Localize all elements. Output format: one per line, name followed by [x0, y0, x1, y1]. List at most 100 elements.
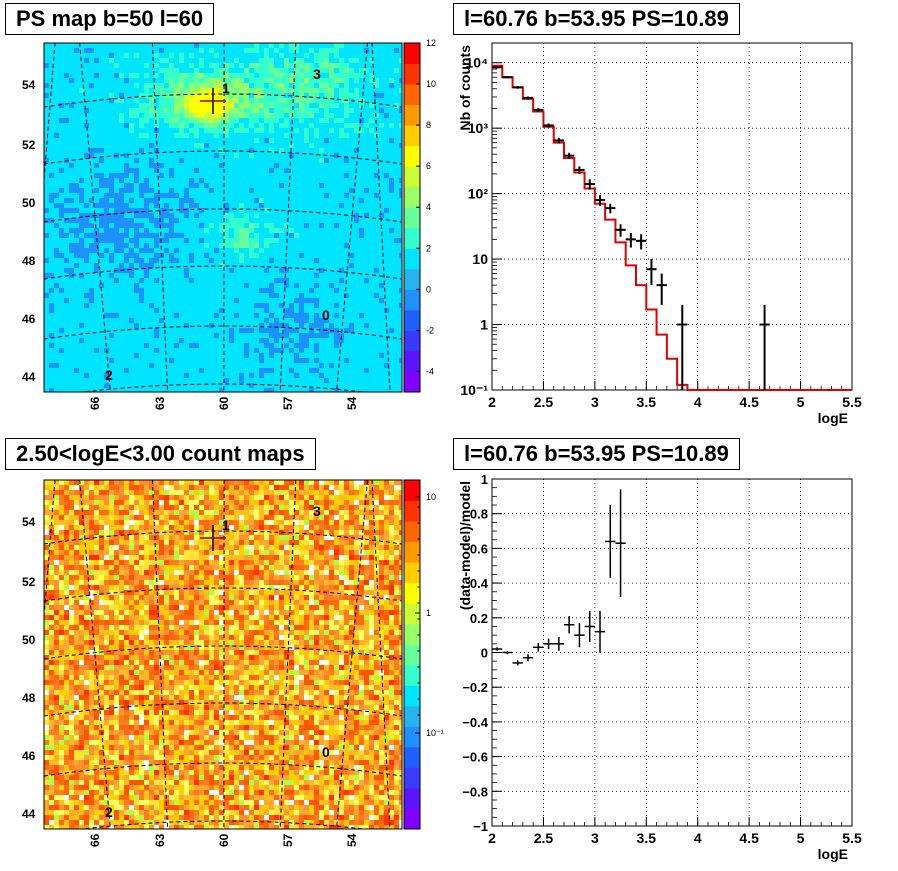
count-colorbar-bin — [404, 705, 420, 727]
residual-point — [574, 623, 585, 648]
count-y-tick-label: 48 — [22, 691, 36, 705]
count-lat-line — [44, 702, 402, 717]
spectrum-x-tick-label: 2.5 — [534, 394, 554, 410]
tr-title: l=60.76 b=53.95 PS=10.89 — [453, 3, 740, 35]
ps-x-tick-label: 60 — [217, 396, 231, 410]
residuals-x-tick-label: 4.5 — [739, 830, 759, 846]
count-lat-line — [44, 587, 402, 602]
ps-y-tick-label: 48 — [22, 254, 36, 268]
count-lon-line — [279, 480, 297, 829]
ps-colorbar-bin — [404, 84, 420, 106]
ps-colorbar-bin — [404, 43, 420, 65]
br-title: l=60.76 b=53.95 PS=10.89 — [453, 438, 740, 470]
residuals-x-tick-label: 2.5 — [534, 830, 554, 846]
residual-point — [564, 616, 575, 634]
residuals-x-tick-label: 2 — [488, 830, 496, 846]
count-lat-line — [44, 645, 402, 660]
spectrum-data-point — [646, 259, 657, 286]
ps-lat-line — [44, 265, 402, 280]
ps-lat-line — [44, 325, 402, 340]
count-pixels — [44, 480, 402, 829]
residual-point — [492, 647, 503, 651]
residual-point — [533, 642, 544, 652]
ps-source-label: 0 — [322, 307, 330, 323]
ps-lon-line — [79, 43, 111, 392]
ps-y-tick-label: 50 — [22, 196, 36, 210]
ps-colorbar-label: 2 — [426, 243, 431, 253]
ps-colorbar-bin — [404, 125, 420, 147]
spectrum-data-point — [564, 152, 575, 159]
residual-point — [512, 660, 523, 666]
count-y-tick-label: 52 — [22, 575, 36, 589]
count-colorbar-frame — [403, 479, 421, 830]
ps-colorbar-bin — [404, 350, 420, 372]
tl-title: PS map b=50 l=60 — [5, 3, 215, 35]
spectrum-y-tick-label: 10⁻¹ — [460, 382, 488, 398]
residuals-y-tick-label: −1 — [473, 819, 488, 834]
count-colorbar-bin — [404, 623, 420, 645]
residuals-y-tick-label: 0.4 — [470, 576, 489, 591]
spectrum-y-tick-label: 10³ — [468, 120, 489, 136]
ps-x-tick-label: 54 — [345, 396, 359, 410]
ps-colorbar-bin — [404, 268, 420, 290]
ps-colorbar-label: 6 — [426, 161, 431, 171]
ps-lat-line — [44, 150, 402, 165]
count-colorbar-bin — [404, 582, 420, 604]
ps-lon-line — [151, 43, 169, 392]
residuals-y-tick-label: 0 — [481, 646, 488, 661]
spectrum-y-tick-label: 10⁴ — [466, 55, 489, 71]
ps-colorbar-bin — [404, 330, 420, 352]
count-x-tick-label: 57 — [281, 833, 295, 847]
residuals-y-tick-label: 0.2 — [470, 611, 488, 626]
spectrum-x-axis-label: logE — [818, 410, 848, 426]
ps-source-label: 1 — [222, 80, 230, 96]
count-lat-line — [78, 820, 368, 829]
spectrum-x-tick-label: 5.5 — [842, 394, 862, 410]
residuals-y-tick-label: 0.8 — [470, 507, 488, 522]
count-source-label: 1 — [222, 517, 230, 533]
spectrum-data-point — [522, 96, 534, 100]
spectrum-y-tick-label: 10 — [472, 251, 488, 267]
ps-colorbar-bin — [404, 309, 420, 331]
spectrum-x-tick-label: 4 — [694, 394, 702, 410]
residual-point — [522, 654, 534, 662]
ps-colorbar-bin — [404, 145, 420, 167]
residual-point — [543, 638, 554, 650]
count-frame — [43, 479, 403, 830]
ps-colorbar-bin — [404, 227, 420, 249]
count-colorbar-bin — [404, 521, 420, 543]
count-lat-line — [44, 530, 402, 545]
spectrum-data-point — [636, 234, 647, 250]
count-y-tick-label: 54 — [22, 515, 36, 529]
spectrum-x-tick-label: 3 — [591, 394, 599, 410]
count-lon-line — [371, 480, 391, 829]
bl-title: 2.50<logE<3.00 count maps — [5, 438, 316, 470]
ps-lon-line — [279, 43, 297, 392]
count-colorbar-bin — [404, 562, 420, 584]
ps-x-tick-label: 66 — [88, 396, 102, 410]
count-colorbar-label: 10⁻¹ — [426, 728, 444, 738]
ps-colorbar-bin — [404, 207, 420, 229]
ps-source-label: 3 — [313, 66, 321, 82]
count-colorbar-bin — [404, 685, 420, 707]
ps-colorbar-bin — [404, 248, 420, 270]
ps-colorbar-bin — [404, 63, 420, 85]
residuals-y-tick-label: 0.6 — [470, 541, 488, 556]
ps-lat-line — [44, 208, 402, 223]
residuals-y-tick-label: −0.8 — [462, 784, 488, 799]
ps-source-label: 2 — [105, 367, 113, 383]
spectrum-data-point — [574, 166, 585, 174]
count-x-tick-label: 60 — [217, 833, 231, 847]
residuals-y-tick-label: −0.6 — [462, 750, 488, 765]
spectrum-x-tick-label: 5 — [797, 394, 805, 410]
count-lon-line — [79, 480, 111, 829]
spectrum-data-point — [553, 137, 564, 144]
residuals-x-tick-label: 5.5 — [842, 830, 862, 846]
ps-colorbar-bin — [404, 186, 420, 208]
spectrum-data-point — [656, 273, 667, 305]
spectrum-data-point — [677, 304, 688, 390]
ps-colorbar-bin — [404, 166, 420, 188]
